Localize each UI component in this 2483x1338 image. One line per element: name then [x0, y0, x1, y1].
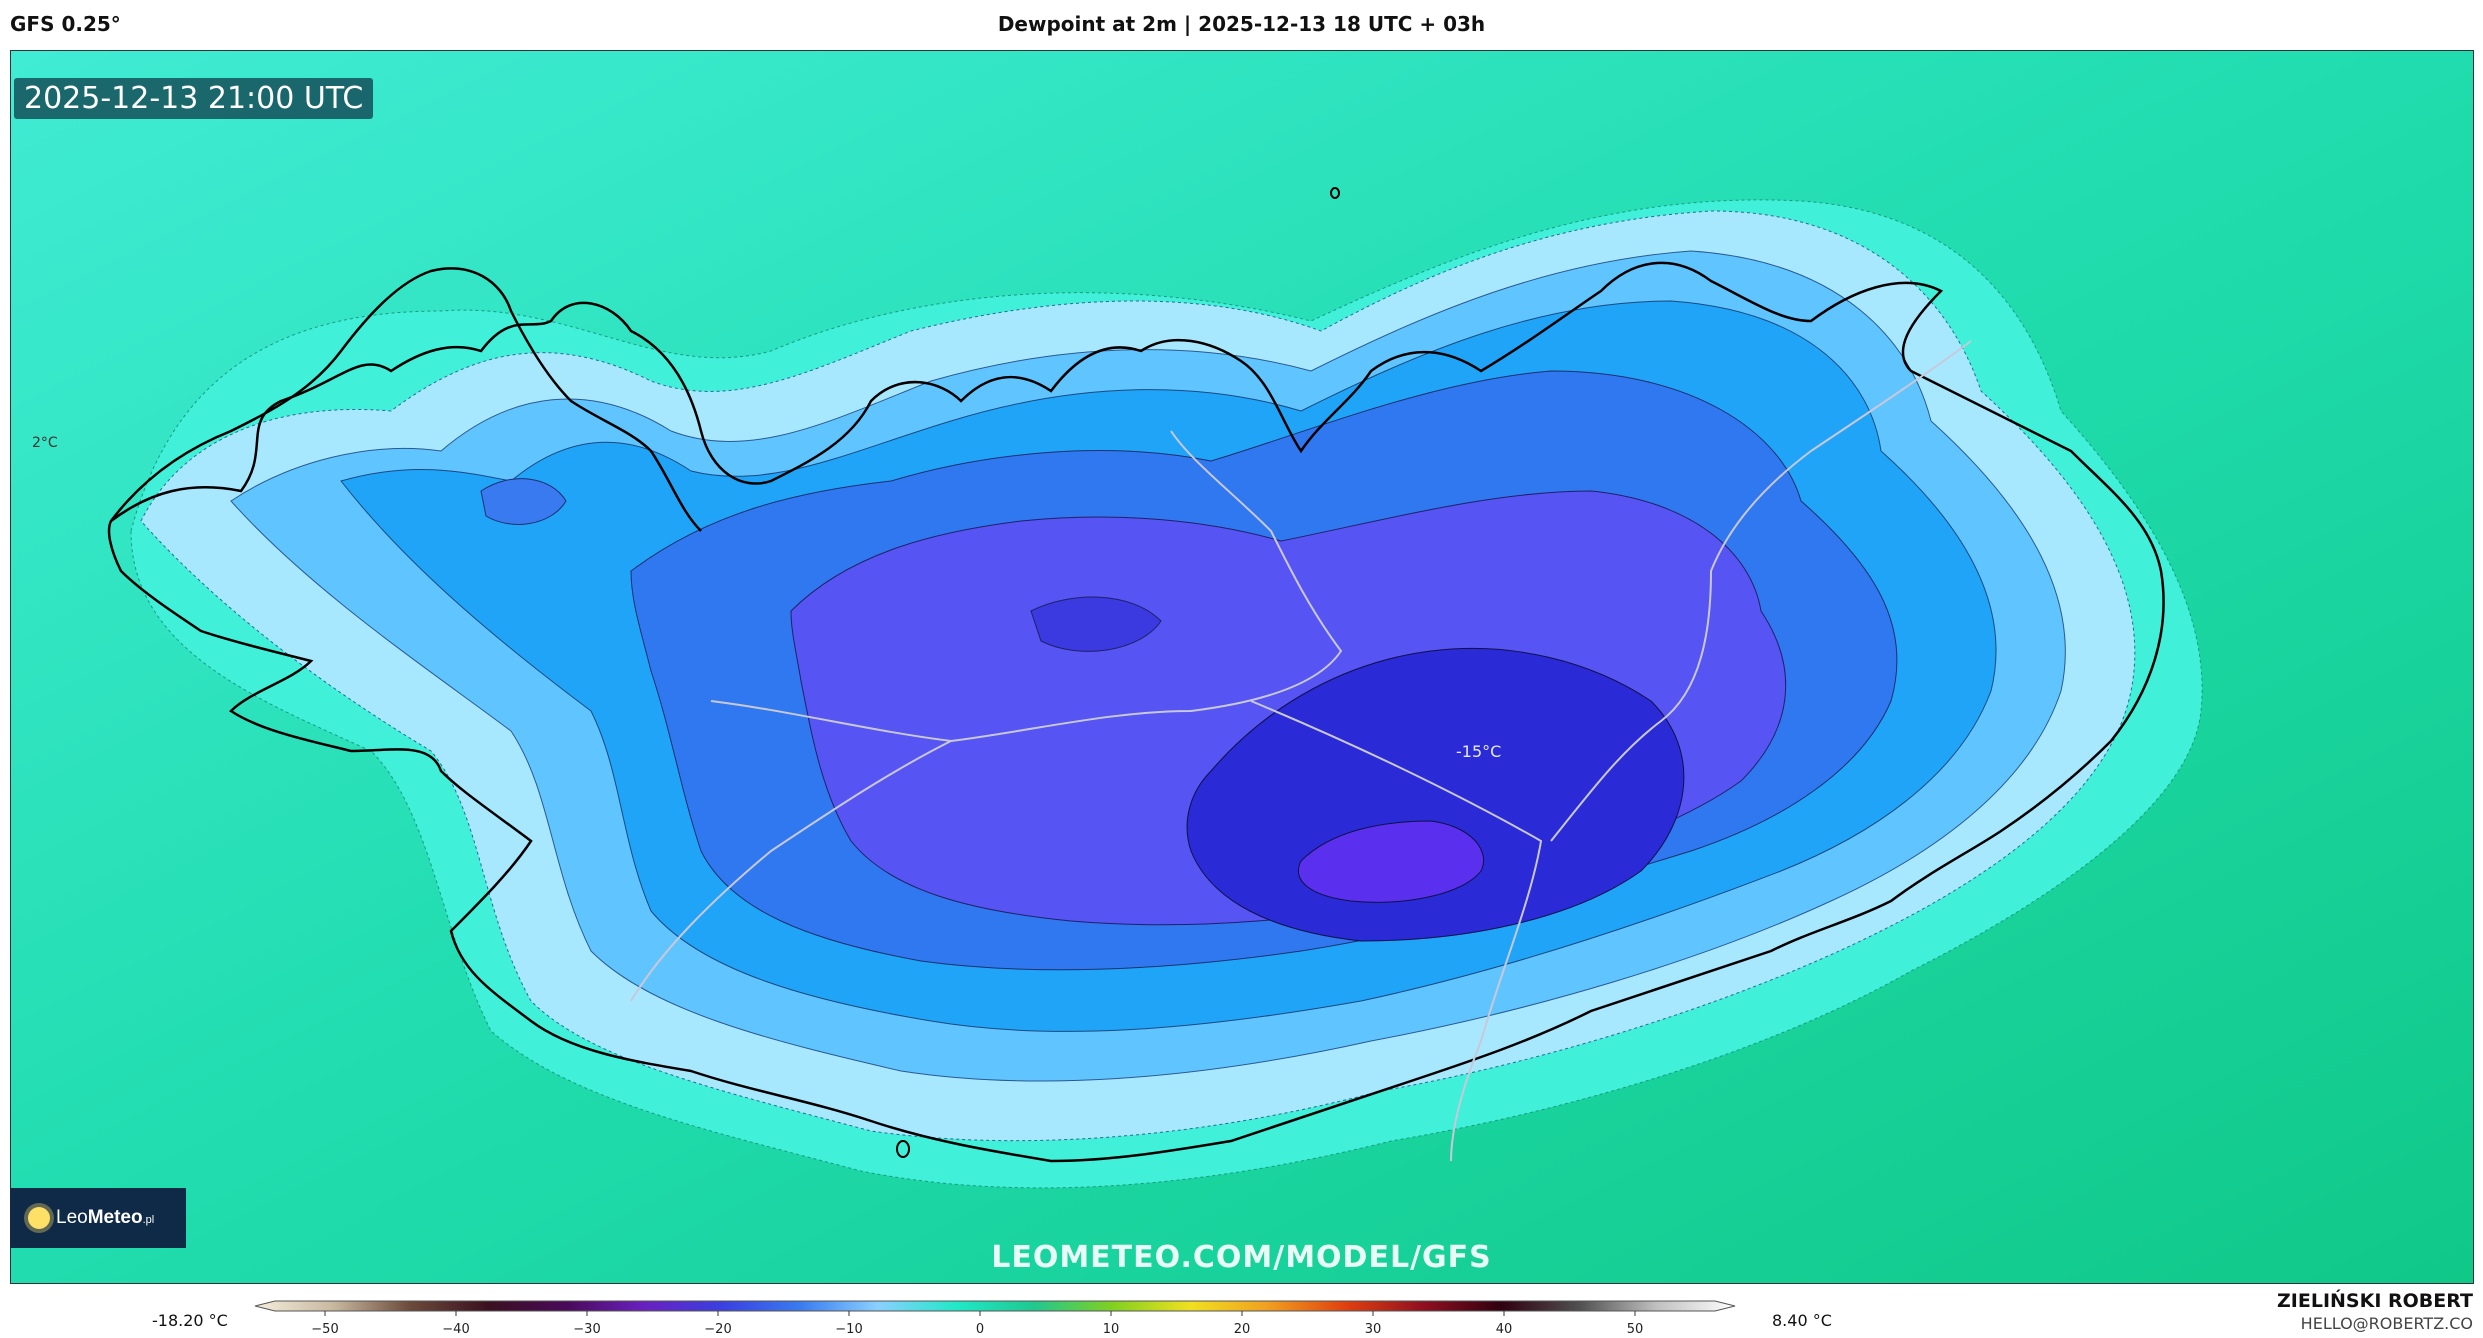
leometeo-logo[interactable]: LeoMeteo.pl	[10, 1188, 186, 1248]
colorbar-tick-label: −50	[311, 1322, 338, 1337]
page-title: Dewpoint at 2m | 2025-12-13 18 UTC + 03h	[997, 12, 1486, 36]
dewpoint-map	[11, 51, 2473, 1283]
colorbar-tick-label: −30	[573, 1322, 600, 1337]
colorbar-tick-label: 30	[1365, 1322, 1382, 1337]
colorbar-max: 8.40 °C	[1772, 1311, 1832, 1330]
coastline-westfjords	[110, 267, 702, 532]
colorbar-tick-label: 20	[1234, 1322, 1251, 1337]
island	[896, 1140, 910, 1158]
colorbar-tick-label: 40	[1496, 1322, 1513, 1337]
colorbar-tick-label: −40	[442, 1322, 469, 1337]
site-watermark: LEOMETEO.COM/MODEL/GFS	[991, 1240, 1492, 1275]
logo-text: LeoMeteo.pl	[56, 1207, 155, 1228]
map-label-west: 2°C	[32, 435, 58, 451]
map-label-center: -15°C	[1456, 742, 1502, 761]
colorbar-tick-label: 50	[1627, 1322, 1644, 1337]
coastline	[107, 261, 2165, 1163]
model-name: GFS 0.25°	[10, 12, 121, 36]
contour-core	[1298, 820, 1484, 903]
valid-time-badge: 2025-12-13 21:00 UTC	[14, 78, 374, 119]
colorbar-tick-label: 0	[976, 1322, 984, 1337]
colorbar-tick-label: −10	[835, 1322, 862, 1337]
sun-icon	[28, 1207, 50, 1229]
author-name: ZIELIŃSKI ROBERT	[2277, 1290, 2473, 1312]
colorbar-ticks: −50 −40 −30 −20 −10 0 10 20 30 40 50	[311, 1311, 1643, 1337]
colorbar-tick-label: −20	[704, 1322, 731, 1337]
author-email[interactable]: HELLO@ROBERTZ.CO	[2300, 1314, 2473, 1333]
region-borders	[630, 340, 1972, 1162]
colorbar-tick-label: 10	[1103, 1322, 1120, 1337]
island	[1330, 187, 1340, 199]
contour-patch-west	[1030, 596, 1162, 652]
contour-patch-nw	[480, 478, 567, 525]
colorbar-min: -18.20 °C	[152, 1311, 228, 1330]
colorbar-bar	[254, 1300, 1736, 1312]
map-canvas[interactable]	[10, 50, 2474, 1284]
